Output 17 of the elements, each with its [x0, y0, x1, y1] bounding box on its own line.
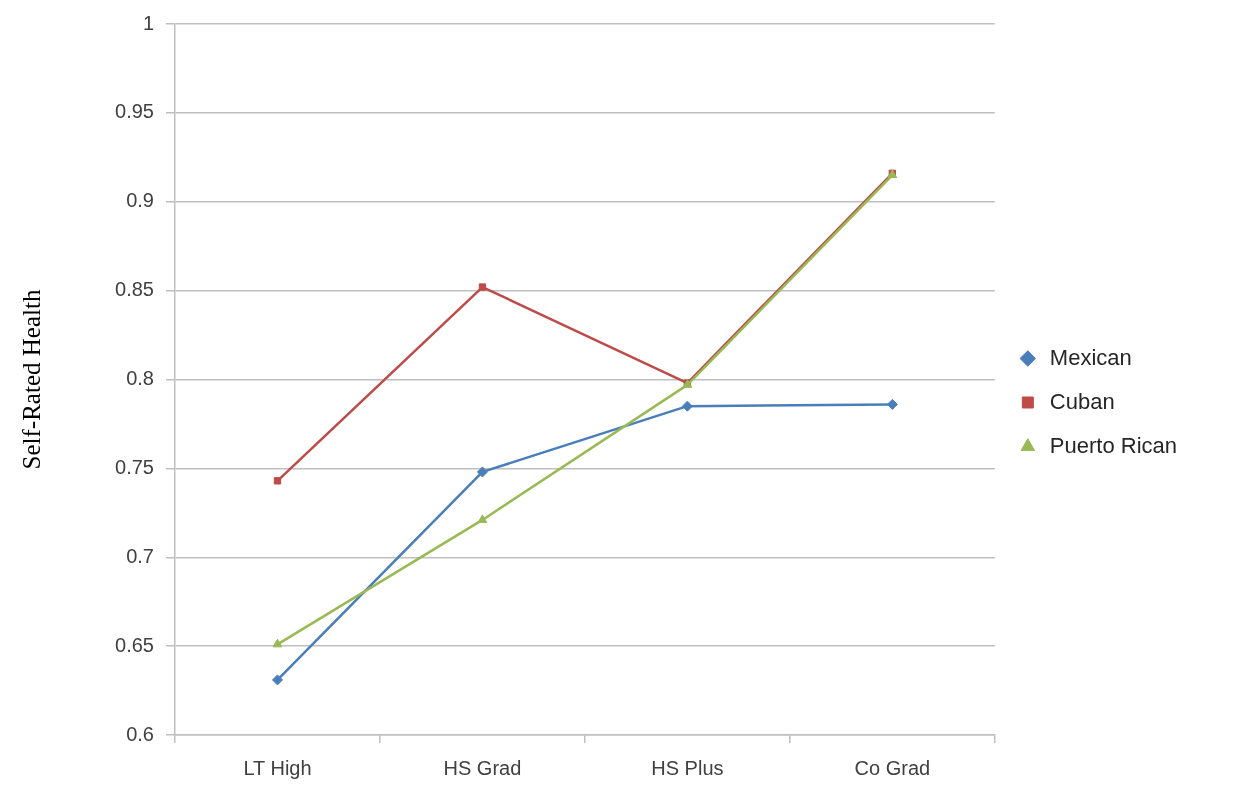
legend-label: Cuban: [1049, 388, 1115, 414]
y-tick-label: 0.85: [115, 278, 154, 301]
legend-label: Puerto Rican: [1049, 432, 1178, 458]
y-tick-label: 0.6: [126, 722, 154, 745]
x-tick-label: HS Plus: [651, 756, 724, 779]
y-axis-title: Self-Rated Health: [17, 289, 45, 470]
y-tick-label: 0.75: [115, 455, 154, 478]
x-tick-label: HS Grad: [443, 756, 522, 779]
x-tick-label: LT High: [243, 756, 312, 779]
x-tick-label: Co Grad: [854, 756, 931, 779]
y-tick-label: 0.95: [115, 100, 154, 123]
y-tick-label: 0.65: [115, 633, 154, 656]
legend-label: Mexican: [1049, 344, 1132, 370]
y-tick-label: 1: [142, 11, 154, 34]
y-tick-label: 0.7: [126, 544, 154, 567]
y-tick-label: 0.8: [126, 367, 154, 390]
y-tick-label: 0.9: [126, 189, 154, 212]
